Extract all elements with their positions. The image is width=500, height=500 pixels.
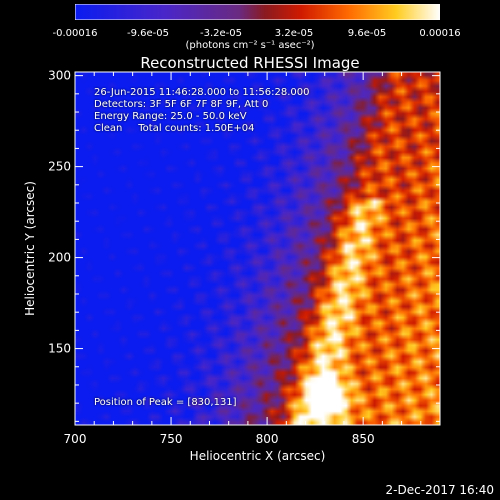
colorbar-gradient <box>75 4 440 20</box>
x-tick-label: 750 <box>160 432 183 446</box>
colorbar-tick-label: -0.00016 <box>52 28 98 39</box>
colorbar-tick-label: 3.2e-05 <box>274 28 314 39</box>
plot-frame <box>74 71 441 426</box>
clean-counts-text: Clean Total counts: 1.50E+04 <box>94 123 255 134</box>
colorbar <box>75 4 440 20</box>
x-tick-label: 700 <box>64 432 87 446</box>
y-tick-label: 150 <box>48 342 71 356</box>
y-axis-label: Heliocentric Y (arcsec) <box>23 181 37 316</box>
energy-range-text: Energy Range: 25.0 - 50.0 keV <box>94 111 247 122</box>
chart-title: Reconstructed RHESSI Image <box>140 54 360 72</box>
peak-position-text: Position of Peak = [830,131] <box>94 397 237 408</box>
colorbar-tick-label: 9.6e-05 <box>347 28 387 39</box>
detectors-text: Detectors: 3F 5F 6F 7F 8F 9F, Att 0 <box>94 99 269 110</box>
x-tick-label: 800 <box>256 432 279 446</box>
heatmap-image <box>75 72 440 425</box>
time-range-text: 26-Jun-2015 11:46:28.000 to 11:56:28.000 <box>94 87 310 98</box>
y-tick-label: 250 <box>48 160 71 174</box>
colorbar-tick-label: -3.2e-05 <box>200 28 242 39</box>
footer-date: 2-Dec-2017 16:40 <box>385 483 494 497</box>
colorbar-tick-label: -9.6e-05 <box>127 28 169 39</box>
colorbar-units: (photons cm⁻² s⁻¹ asec⁻²) <box>185 40 315 51</box>
y-tick-label: 300 <box>48 69 71 83</box>
colorbar-tick-label: 0.00016 <box>419 28 461 39</box>
x-axis-label: Heliocentric X (arcsec) <box>190 449 326 463</box>
y-tick-label: 200 <box>48 251 71 265</box>
x-tick-label: 850 <box>352 432 375 446</box>
